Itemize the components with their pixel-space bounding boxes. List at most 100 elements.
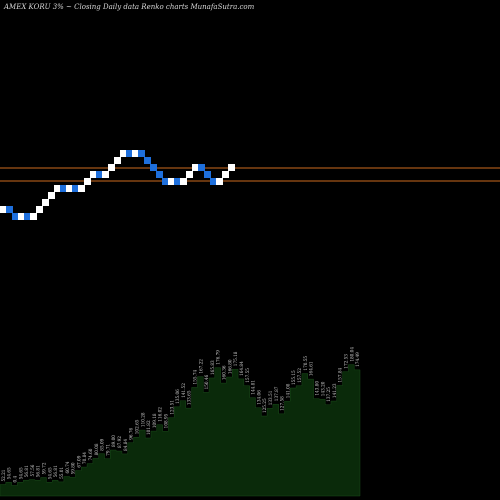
volume-label: 175.18 <box>233 351 238 366</box>
volume-label: 141.23 <box>332 383 337 398</box>
renko-brick <box>108 164 115 171</box>
renko-brick <box>204 171 211 178</box>
volume-label: 164.61 <box>309 361 314 376</box>
volume-label: 143.20 <box>320 381 325 396</box>
renko-brick <box>0 206 7 213</box>
renko-brick <box>144 157 151 164</box>
renko-brick <box>150 164 157 171</box>
renko-brick <box>138 150 145 157</box>
volume-label: 55.01 <box>59 467 64 479</box>
volume-label: 133.51 <box>268 390 273 405</box>
volume-label: 155.15 <box>291 370 296 385</box>
renko-brick <box>168 178 175 185</box>
renko-brick <box>120 150 127 157</box>
volume-area-path <box>0 364 361 497</box>
volume-label: 85.09 <box>100 438 105 450</box>
volume-label: 89.00 <box>111 435 116 447</box>
volume-label: 59.72 <box>42 462 47 474</box>
volume-label: 174.49 <box>355 352 360 367</box>
volume-label: 160.36 <box>222 365 227 380</box>
renko-brick <box>102 171 109 178</box>
renko-brick <box>78 185 85 192</box>
volume-label: 87.92 <box>117 436 122 448</box>
renko-brick <box>216 178 223 185</box>
volume-label: 125.25 <box>262 398 267 413</box>
renko-brick <box>132 150 139 157</box>
volume-label: 80.08 <box>94 443 99 455</box>
renko-brick <box>156 171 163 178</box>
renko-brick <box>192 164 199 171</box>
renko-brick <box>12 213 19 220</box>
volume-label: 180.04 <box>349 347 354 362</box>
volume-label: 164.84 <box>239 361 244 376</box>
renko-brick <box>54 185 61 192</box>
renko-brick <box>48 192 55 199</box>
volume-label: 52.21 <box>1 469 6 481</box>
volume-label: 157.55 <box>245 368 250 383</box>
volume-label: 56.81 <box>36 465 41 477</box>
renko-brick <box>72 185 79 192</box>
volume-label: 54.65 <box>7 467 12 479</box>
renko-bricks <box>0 150 235 220</box>
volume-label: 134.06 <box>256 390 261 405</box>
volume-label: 54.65 <box>18 467 23 479</box>
volume-label: 102.65 <box>134 419 139 434</box>
volume-label: 157.84 <box>338 367 343 382</box>
renko-brick <box>180 178 187 185</box>
volume-label: 141.52 <box>181 383 186 398</box>
volume-label: 141.08 <box>285 383 290 398</box>
renko-brick <box>126 150 133 157</box>
reference-lines <box>0 167 500 182</box>
renko-brick <box>42 199 49 206</box>
renko-brick <box>162 178 169 185</box>
volume-area <box>0 364 361 497</box>
volume-label: 170.55 <box>303 356 308 371</box>
volume-label: 56.81 <box>24 465 29 477</box>
renko-brick <box>60 185 67 192</box>
volume-label: 135.06 <box>175 389 180 404</box>
volume-label: 133.65 <box>187 390 192 405</box>
renko-brick <box>36 206 43 213</box>
volume-label: 74.60 <box>88 448 93 460</box>
volume-labels: 52.21 54.65 0.4 54.65 56.81 57.56 56.81 59.72 54… <box>1 347 360 483</box>
renko-brick <box>30 213 37 220</box>
volume-label: 143.80 <box>314 381 319 396</box>
renko-brick <box>174 178 181 185</box>
renko-brick <box>66 185 73 192</box>
renko-brick <box>222 171 229 178</box>
volume-label: 101.82 <box>146 420 151 435</box>
volume-label: 144.81 <box>251 380 256 395</box>
renko-brick <box>24 213 31 220</box>
renko-brick <box>18 213 25 220</box>
volume-label: 127.58 <box>280 396 285 411</box>
volume-label: 0.4 <box>13 475 18 482</box>
volume-label: 172.53 <box>343 354 348 369</box>
volume-label: 84.84 <box>123 439 128 451</box>
volume-label: 109.18 <box>152 413 157 428</box>
volume-label: 166.80 <box>227 359 232 374</box>
volume-label: 157.52 <box>297 368 302 383</box>
volume-label: 96.76 <box>129 427 134 439</box>
volume-label: 67.09 <box>76 455 81 467</box>
volume-label: 79.71 <box>105 443 110 455</box>
volume-label: 60.74 <box>65 461 70 473</box>
volume-label: 70.84 <box>82 452 87 464</box>
renko-brick <box>84 178 91 185</box>
renko-brick <box>90 171 97 178</box>
volume-label: 123.51 <box>169 400 174 415</box>
renko-brick <box>186 171 193 178</box>
volume-label: 110.28 <box>140 412 145 427</box>
volume-label: 176.79 <box>216 350 221 365</box>
chart-title: AMEX KORU 3% ~ Closing Daily data Renko … <box>3 3 255 11</box>
volume-label: 165.83 <box>210 360 215 375</box>
volume-label: 108.95 <box>163 413 168 428</box>
volume-label: 56.81 <box>53 465 58 477</box>
volume-label: 137.25 <box>326 387 331 402</box>
renko-brick <box>6 206 13 213</box>
renko-brick <box>96 171 103 178</box>
volume-label: 57.56 <box>30 464 35 476</box>
renko-brick <box>228 164 235 171</box>
volume-label: 150.46 <box>204 374 209 389</box>
volume-label: 59.80 <box>71 462 76 474</box>
